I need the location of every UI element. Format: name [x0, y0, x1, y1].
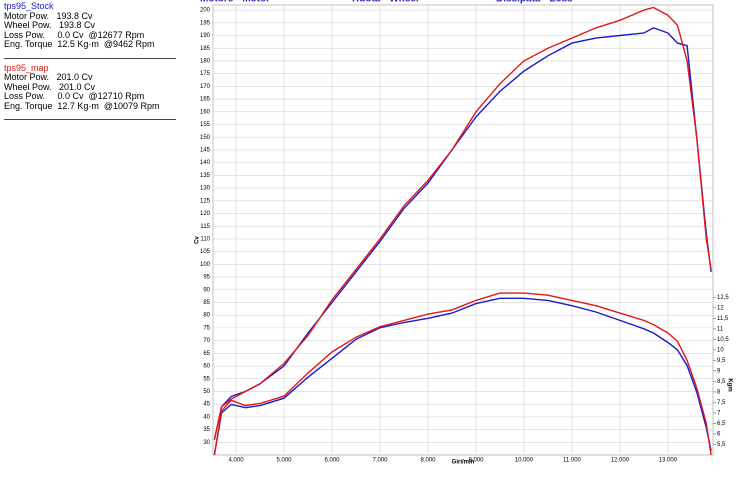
y-tick-label: 195 [200, 20, 211, 26]
y2-tick-label: 8,5 [717, 379, 726, 385]
y-tick-label: 55 [203, 376, 210, 382]
y-tick-label: 45 [203, 402, 210, 408]
y-tick-label: 75 [203, 325, 210, 331]
y-tick-label: 110 [200, 236, 210, 242]
separator [4, 57, 176, 59]
y2-tick-label: 8 [717, 389, 721, 395]
curve [213, 27, 712, 440]
x-tick-label: 11.000 [563, 458, 582, 464]
y-tick-label: 50 [203, 389, 210, 395]
y2-tick-label: 5,5 [717, 442, 726, 448]
y-tick-label: 65 [203, 351, 210, 357]
y-tick-label: 130 [200, 186, 211, 192]
y-tick-label: 60 [203, 364, 210, 370]
y-tick-label: 160 [200, 109, 211, 115]
y-tick-label: 165 [200, 97, 211, 103]
header-label: Ruota - Wheel [352, 0, 419, 5]
y2-tick-label: 7,5 [717, 400, 726, 406]
x-tick-label: 9.000 [468, 458, 484, 464]
y-tick-label: 100 [200, 262, 211, 268]
stat-line: Loss Pow. 0.0 Cv @12677 Rpm [4, 29, 145, 40]
x-tick-label: 8.000 [420, 458, 436, 464]
stat-line: Motor Pow. 201.0 Cv [4, 72, 93, 82]
header-label: Motore - Motor [200, 0, 270, 5]
stat-line: Eng. Torque 12.7 Kg·m @10079 Rpm [4, 100, 160, 111]
y-tick-label: 70 [203, 338, 210, 344]
y-tick-label: 185 [200, 46, 211, 52]
y-axis-label: Cv [195, 236, 201, 244]
run-name: tps95_Stock [4, 1, 54, 11]
x-tick-label: 12.000 [611, 458, 630, 464]
y-tick-label: 170 [200, 84, 211, 90]
x-tick-label: 5.000 [277, 458, 293, 464]
y-tick-label: 155 [200, 122, 211, 128]
y-tick-label: 105 [200, 249, 211, 255]
x-tick-label: 10.000 [515, 458, 534, 464]
stat-line: Loss Pow. 0.0 Cv @12710 Rpm [4, 91, 145, 101]
stat-line: Motor Pow. 193.8 Cv [4, 10, 93, 21]
curve [213, 297, 712, 456]
y-tick-label: 40 [203, 414, 210, 420]
y-tick-label: 140 [200, 160, 211, 166]
y2-tick-label: 6,5 [717, 421, 726, 427]
x-tick-label: 6.000 [324, 458, 340, 464]
separator [4, 119, 176, 120]
y2-tick-label: 12 [717, 305, 724, 311]
curve [213, 292, 712, 456]
y2-axis-label: Kgm [726, 378, 732, 391]
y-tick-label: 85 [203, 300, 210, 306]
stat-line: Wheel Pow. 193.8 Cv [4, 20, 96, 30]
y2-tick-label: 11 [717, 326, 724, 332]
x-axis-label: Giri/min [452, 460, 475, 466]
y-tick-label: 175 [200, 71, 211, 77]
y-tick-label: 30 [203, 440, 210, 446]
plot-area [212, 4, 714, 456]
y-tick-label: 125 [200, 198, 211, 204]
y-tick-label: 150 [200, 135, 211, 141]
x-tick-label: 7.000 [372, 458, 388, 464]
stat-line: Wheel Pow. 201.0 Cv [4, 81, 96, 92]
y2-tick-label: 7 [717, 411, 721, 417]
y-tick-label: 90 [203, 287, 210, 293]
y-tick-label: 180 [200, 59, 211, 65]
curve [213, 6, 712, 440]
y-tick-label: 190 [200, 33, 211, 39]
x-tick-label: 4.000 [229, 458, 245, 464]
run-name: tps95_map [4, 62, 49, 73]
info-panel: tps95_Stock Motor Pow. 193.8 Cv Wheel Po… [4, 1, 179, 125]
y2-tick-label: 12,5 [717, 295, 729, 301]
y2-tick-label: 6 [717, 432, 721, 438]
y-tick-label: 80 [203, 313, 210, 319]
header-label: Dissipata - Loss [496, 0, 573, 5]
y-tick-label: 135 [200, 173, 211, 179]
y-tick-label: 200 [200, 8, 211, 14]
y-tick-label: 120 [200, 211, 211, 217]
y-tick-label: 35 [203, 427, 210, 433]
y-tick-label: 115 [200, 224, 210, 230]
y2-tick-label: 10 [717, 347, 724, 353]
y2-tick-label: 9,5 [717, 358, 726, 364]
stat-line: Eng. Torque 12.5 Kg·m @9462 Rpm [4, 39, 155, 49]
y-tick-label: 95 [203, 275, 210, 281]
y2-tick-label: 10,5 [717, 337, 729, 343]
y2-tick-label: 11,5 [717, 316, 729, 322]
x-tick-label: 13.000 [659, 458, 678, 464]
y2-tick-label: 9 [717, 368, 721, 374]
y-tick-label: 145 [200, 147, 211, 153]
